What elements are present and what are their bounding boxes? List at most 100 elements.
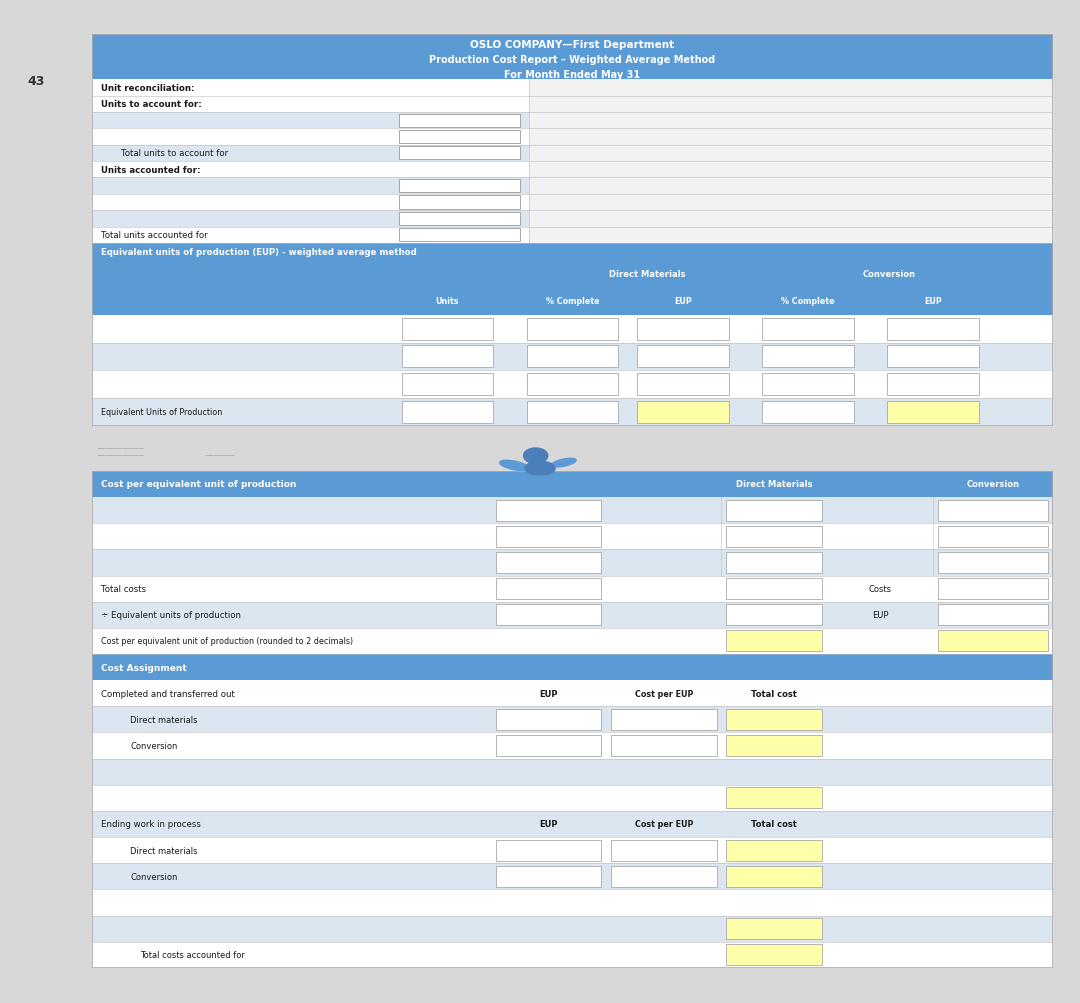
Text: Unit reconciliation:: Unit reconciliation: bbox=[102, 84, 194, 92]
Bar bbox=[92, 838, 1053, 864]
Bar bbox=[529, 228, 1053, 244]
Bar bbox=[92, 550, 1053, 576]
Text: Conversion: Conversion bbox=[131, 741, 177, 750]
Bar bbox=[529, 96, 1053, 112]
Bar bbox=[611, 735, 717, 756]
Bar bbox=[726, 918, 822, 939]
Text: Production Cost Report – Weighted Average Method: Production Cost Report – Weighted Averag… bbox=[429, 55, 716, 65]
Bar bbox=[726, 709, 822, 730]
Circle shape bbox=[524, 448, 548, 464]
Bar bbox=[92, 371, 1053, 398]
Bar bbox=[92, 96, 529, 112]
Bar bbox=[637, 346, 729, 368]
Bar bbox=[527, 374, 618, 396]
Text: Units: Units bbox=[435, 297, 459, 306]
Bar bbox=[402, 401, 494, 423]
Bar bbox=[887, 401, 978, 423]
Bar bbox=[762, 318, 853, 340]
Bar bbox=[92, 759, 1053, 785]
Text: ___________: ___________ bbox=[97, 446, 144, 455]
Bar bbox=[762, 346, 853, 368]
Bar bbox=[726, 866, 822, 887]
Bar bbox=[887, 374, 978, 396]
Bar bbox=[92, 916, 1053, 942]
Bar bbox=[611, 866, 717, 887]
Bar bbox=[527, 401, 618, 423]
Text: Direct materials: Direct materials bbox=[131, 715, 198, 724]
Text: Total cost: Total cost bbox=[752, 689, 797, 698]
Text: Completed and transferred out: Completed and transferred out bbox=[102, 689, 235, 698]
Text: Total units to account for: Total units to account for bbox=[121, 149, 228, 158]
Bar bbox=[529, 80, 1053, 96]
Text: _______: _______ bbox=[205, 446, 235, 455]
Text: For Month Ended May 31: For Month Ended May 31 bbox=[504, 69, 640, 79]
Bar bbox=[402, 346, 494, 368]
Text: Cost Assignment: Cost Assignment bbox=[102, 663, 187, 672]
Bar bbox=[92, 811, 1053, 838]
Text: Costs: Costs bbox=[868, 585, 891, 594]
Bar bbox=[529, 195, 1053, 211]
Text: ÷ Equivalent units of production: ÷ Equivalent units of production bbox=[102, 611, 242, 620]
Bar bbox=[92, 288, 1053, 316]
Text: Total costs accounted for: Total costs accounted for bbox=[140, 950, 245, 959]
Bar bbox=[402, 374, 494, 396]
Bar bbox=[92, 942, 1053, 968]
Bar bbox=[726, 527, 822, 548]
Bar bbox=[762, 374, 853, 396]
Bar bbox=[400, 213, 519, 226]
Text: Direct materials: Direct materials bbox=[131, 846, 198, 855]
Bar bbox=[496, 579, 602, 600]
Bar bbox=[726, 787, 822, 808]
Bar bbox=[529, 145, 1053, 161]
Bar bbox=[92, 785, 1053, 811]
Bar bbox=[726, 631, 822, 652]
Bar bbox=[92, 890, 1053, 916]
Bar bbox=[726, 605, 822, 626]
Bar bbox=[496, 553, 602, 574]
Text: EUP: EUP bbox=[540, 611, 556, 620]
Bar bbox=[92, 497, 1053, 524]
Bar bbox=[92, 524, 1053, 550]
Bar bbox=[92, 864, 1053, 890]
Bar bbox=[92, 602, 1053, 628]
Bar bbox=[529, 179, 1053, 195]
Bar bbox=[887, 346, 978, 368]
Bar bbox=[92, 80, 529, 96]
Bar bbox=[726, 579, 822, 600]
Ellipse shape bbox=[552, 458, 576, 467]
Bar bbox=[92, 576, 1053, 602]
Bar bbox=[92, 343, 1053, 371]
Bar bbox=[529, 129, 1053, 145]
Bar bbox=[611, 840, 717, 861]
Text: Cost per EUP: Cost per EUP bbox=[635, 819, 693, 828]
Bar bbox=[527, 318, 618, 340]
Text: Units accounted for:: Units accounted for: bbox=[102, 165, 201, 175]
Bar bbox=[496, 735, 602, 756]
Bar bbox=[637, 318, 729, 340]
Text: EUP: EUP bbox=[872, 611, 888, 620]
Bar bbox=[92, 471, 1053, 497]
Text: EUP: EUP bbox=[539, 819, 557, 828]
Bar bbox=[400, 147, 519, 160]
Bar bbox=[92, 129, 529, 145]
Text: Conversion: Conversion bbox=[967, 480, 1020, 489]
Bar bbox=[496, 500, 602, 521]
Bar bbox=[92, 706, 1053, 733]
Text: % Complete: % Complete bbox=[781, 297, 835, 306]
Bar bbox=[937, 605, 1049, 626]
Text: Equivalent units of production (EUP) - weighted average method: Equivalent units of production (EUP) - w… bbox=[102, 248, 417, 257]
Bar bbox=[92, 244, 1053, 260]
Bar bbox=[726, 945, 822, 965]
Bar bbox=[92, 228, 529, 244]
Bar bbox=[92, 316, 1053, 343]
Bar bbox=[496, 709, 602, 730]
Bar bbox=[637, 374, 729, 396]
Bar bbox=[496, 840, 602, 861]
Bar bbox=[92, 654, 1053, 680]
Bar bbox=[887, 318, 978, 340]
Bar bbox=[92, 112, 529, 129]
Text: Cost per equivalent unit of production: Cost per equivalent unit of production bbox=[102, 480, 297, 489]
Text: ___________: ___________ bbox=[97, 439, 144, 448]
Bar bbox=[92, 179, 529, 195]
Text: EUP: EUP bbox=[674, 297, 692, 306]
